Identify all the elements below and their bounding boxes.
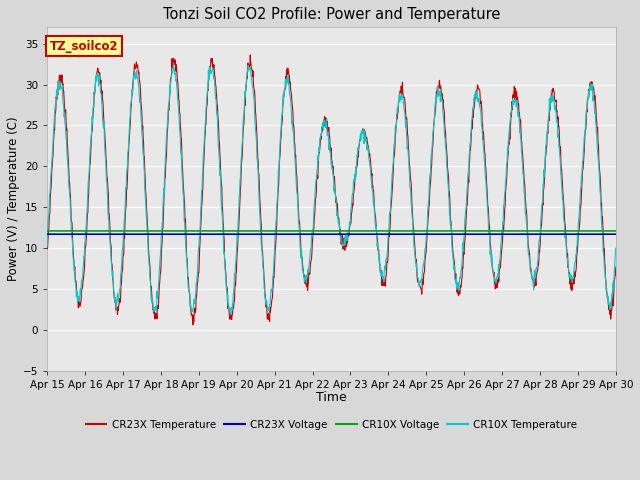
- Title: Tonzi Soil CO2 Profile: Power and Temperature: Tonzi Soil CO2 Profile: Power and Temper…: [163, 7, 500, 22]
- Y-axis label: Power (V) / Temperature (C): Power (V) / Temperature (C): [7, 117, 20, 281]
- Text: TZ_soilco2: TZ_soilco2: [50, 40, 118, 53]
- Legend: CR23X Temperature, CR23X Voltage, CR10X Voltage, CR10X Temperature: CR23X Temperature, CR23X Voltage, CR10X …: [81, 416, 582, 434]
- X-axis label: Time: Time: [316, 391, 347, 404]
